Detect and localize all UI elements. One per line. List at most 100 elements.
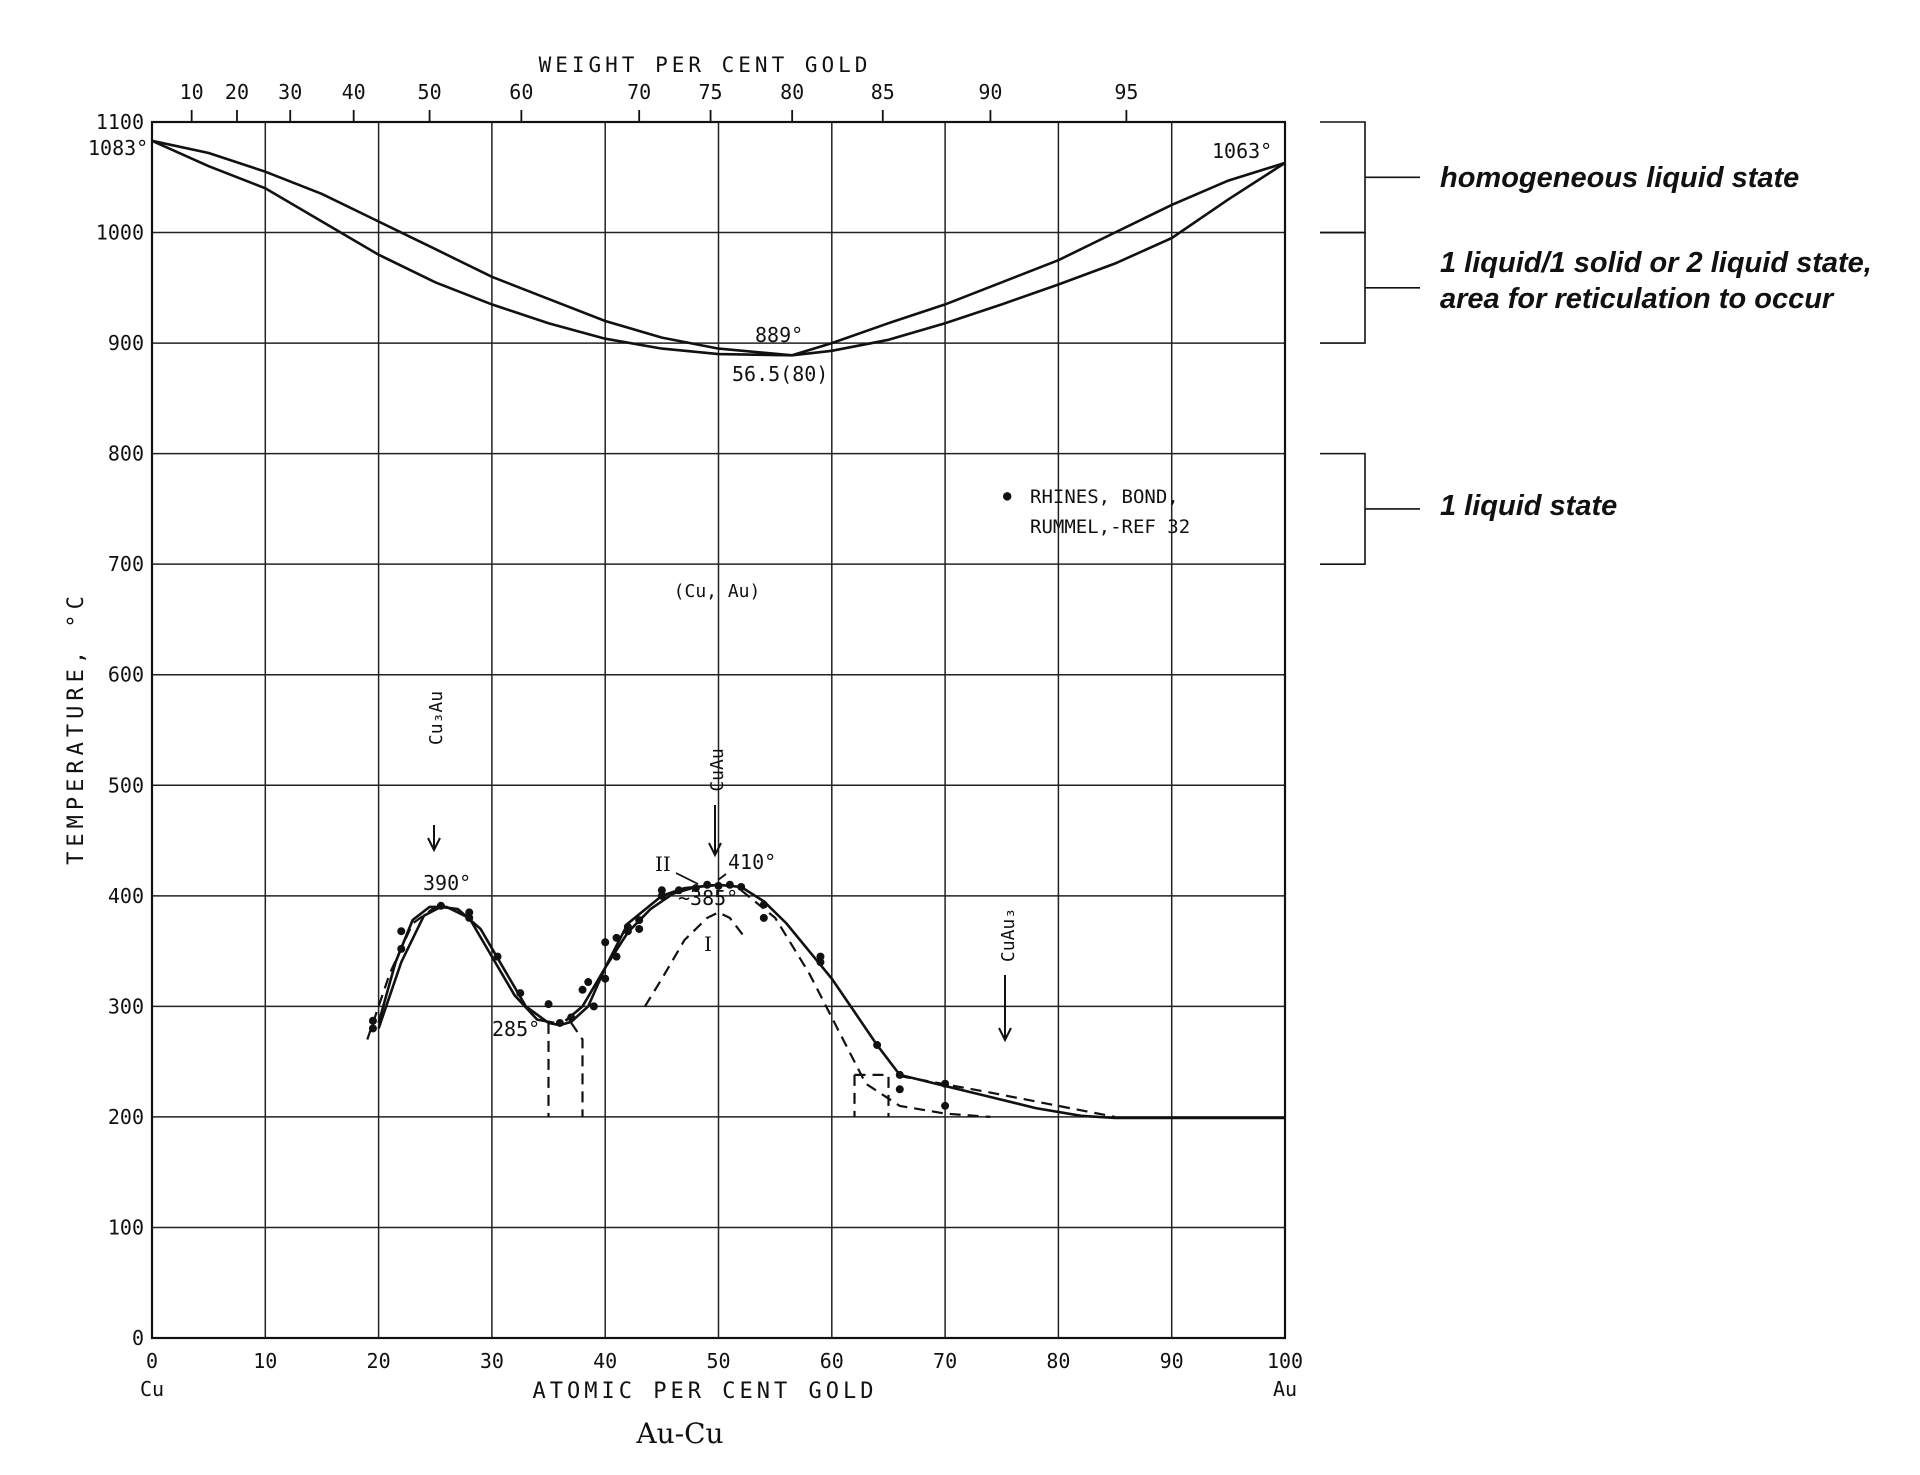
dashed-boundary-6 <box>366 906 436 1040</box>
weight-tick-label: 90 <box>978 80 1002 104</box>
data-point <box>436 901 445 910</box>
annotation-889: 889° <box>755 323 803 347</box>
x-tick-label: 30 <box>480 1349 504 1373</box>
y-tick-label: 500 <box>108 773 144 797</box>
data-point <box>544 1000 553 1009</box>
data-point <box>873 1041 882 1050</box>
data-point <box>516 989 525 998</box>
weight-tick-label: 80 <box>780 80 804 104</box>
region-label-one-liquid: 1 liquid state <box>1440 490 1617 522</box>
dashed-boundary-11 <box>854 1073 890 1117</box>
data-point <box>737 882 746 891</box>
y-tick-label: 1000 <box>96 221 144 245</box>
x-tick-label: 0 <box>146 1349 158 1373</box>
y-tick-label: 400 <box>108 884 144 908</box>
data-point <box>714 881 723 890</box>
dashed-boundary-8 <box>570 1022 584 1117</box>
y-tick-label: 600 <box>108 663 144 687</box>
annotation-385: ~385° <box>678 886 738 910</box>
data-point <box>397 944 406 953</box>
x-tick-label: 100 <box>1267 1349 1303 1373</box>
y-tick-label: 100 <box>108 1215 144 1239</box>
data-point <box>657 886 666 895</box>
y-tick-label: 800 <box>108 442 144 466</box>
y-tick-label: 900 <box>108 331 144 355</box>
weight-tick-label: 40 <box>342 80 366 104</box>
dashed-boundary-9 <box>643 911 748 1007</box>
solid-boundary-4 <box>377 905 555 1025</box>
data-point <box>567 1013 576 1022</box>
phase-label-cu3au: Cu₃Au <box>426 691 447 745</box>
region-bracket-3 <box>1320 452 1420 565</box>
x-tick-label: 40 <box>593 1349 617 1373</box>
x-tick-label: 60 <box>820 1349 844 1373</box>
y-tick-label: 200 <box>108 1105 144 1129</box>
data-point <box>635 924 644 933</box>
annotation-390: 390° <box>423 871 471 895</box>
x2-axis-title: WEIGHT PER CENT GOLD <box>539 53 872 77</box>
y-axis-title: TEMPERATURE, °C <box>64 591 89 865</box>
weight-tick-label: 95 <box>1114 80 1138 104</box>
x-tick-label: 80 <box>1046 1349 1070 1373</box>
data-point <box>759 913 768 922</box>
data-point <box>895 1085 904 1094</box>
cuau3-arrow-head <box>998 1027 1012 1043</box>
data-point <box>589 1002 598 1011</box>
data-point <box>465 913 474 922</box>
data-point <box>895 1070 904 1079</box>
x-axis-title: ATOMIC PER CENT GOLD <box>533 1379 878 1404</box>
annotation-56-5-80: 56.5(80) <box>732 362 828 386</box>
weight-tick-label: 70 <box>627 80 651 104</box>
data-point <box>941 1079 950 1088</box>
phase-label-cuau3: CuAu₃ <box>998 908 1019 962</box>
x-tick-label: 70 <box>933 1349 957 1373</box>
phase-label-ii: II <box>655 852 671 876</box>
grid-lines <box>151 121 1286 1339</box>
x-tick-label: 20 <box>367 1349 391 1373</box>
weight-tick-label: 85 <box>871 80 895 104</box>
ii-leader <box>675 872 699 885</box>
x-tick-label: 10 <box>253 1349 277 1373</box>
data-point <box>657 891 666 900</box>
data-point <box>703 880 712 889</box>
region-brackets <box>1320 121 1420 565</box>
region-bracket-2 <box>1320 231 1420 344</box>
x-tick-label: 90 <box>1160 1349 1184 1373</box>
weight-tick-label: 60 <box>509 80 533 104</box>
region-bracket-1 <box>1320 121 1420 234</box>
x-end-label-cu: Cu <box>140 1377 164 1401</box>
annotation-410: 410° <box>728 850 776 874</box>
phase-label-i: I <box>704 932 712 956</box>
weight-tick-label: 50 <box>418 80 442 104</box>
phase-label-cuau: CuAu <box>707 748 728 791</box>
x-tick-label: 50 <box>706 1349 730 1373</box>
dashed-boundary-10 <box>740 889 991 1118</box>
y-tick-label: 0 <box>132 1326 144 1350</box>
data-point <box>578 985 587 994</box>
data-point <box>397 927 406 936</box>
y-tick-label: 700 <box>108 552 144 576</box>
cuau-arrow-head <box>708 842 722 858</box>
data-point <box>612 952 621 961</box>
legend-line-1: RHINES, BOND, <box>1030 486 1179 508</box>
data-point <box>759 900 768 909</box>
y-tick-label: 300 <box>108 994 144 1018</box>
data-point <box>368 1024 377 1033</box>
annotation-1063: 1063° <box>1212 139 1272 163</box>
chart-title: Au-Cu <box>635 1417 723 1450</box>
weight-tick-labels: 10 20 30 40 50 60 70 75 80 85 90 95 <box>180 80 1138 122</box>
data-point <box>623 922 632 931</box>
region-label-homogeneous-liquid: homogeneous liquid state <box>1440 162 1799 194</box>
data-point <box>816 958 825 967</box>
data-point <box>601 974 610 983</box>
410-leader <box>717 873 727 881</box>
data-point <box>691 884 700 893</box>
legend-line-2: RUMMEL,-REF 32 <box>1030 516 1190 538</box>
data-point <box>368 1016 377 1025</box>
solid-boundary-2 <box>151 139 1286 357</box>
x-tick-labels: 0 10 20 30 40 50 60 70 80 90 100 <box>146 1349 1303 1373</box>
weight-tick-label: 30 <box>278 80 302 104</box>
weight-tick-label: 20 <box>225 80 249 104</box>
legend-marker: ● <box>1003 488 1012 504</box>
